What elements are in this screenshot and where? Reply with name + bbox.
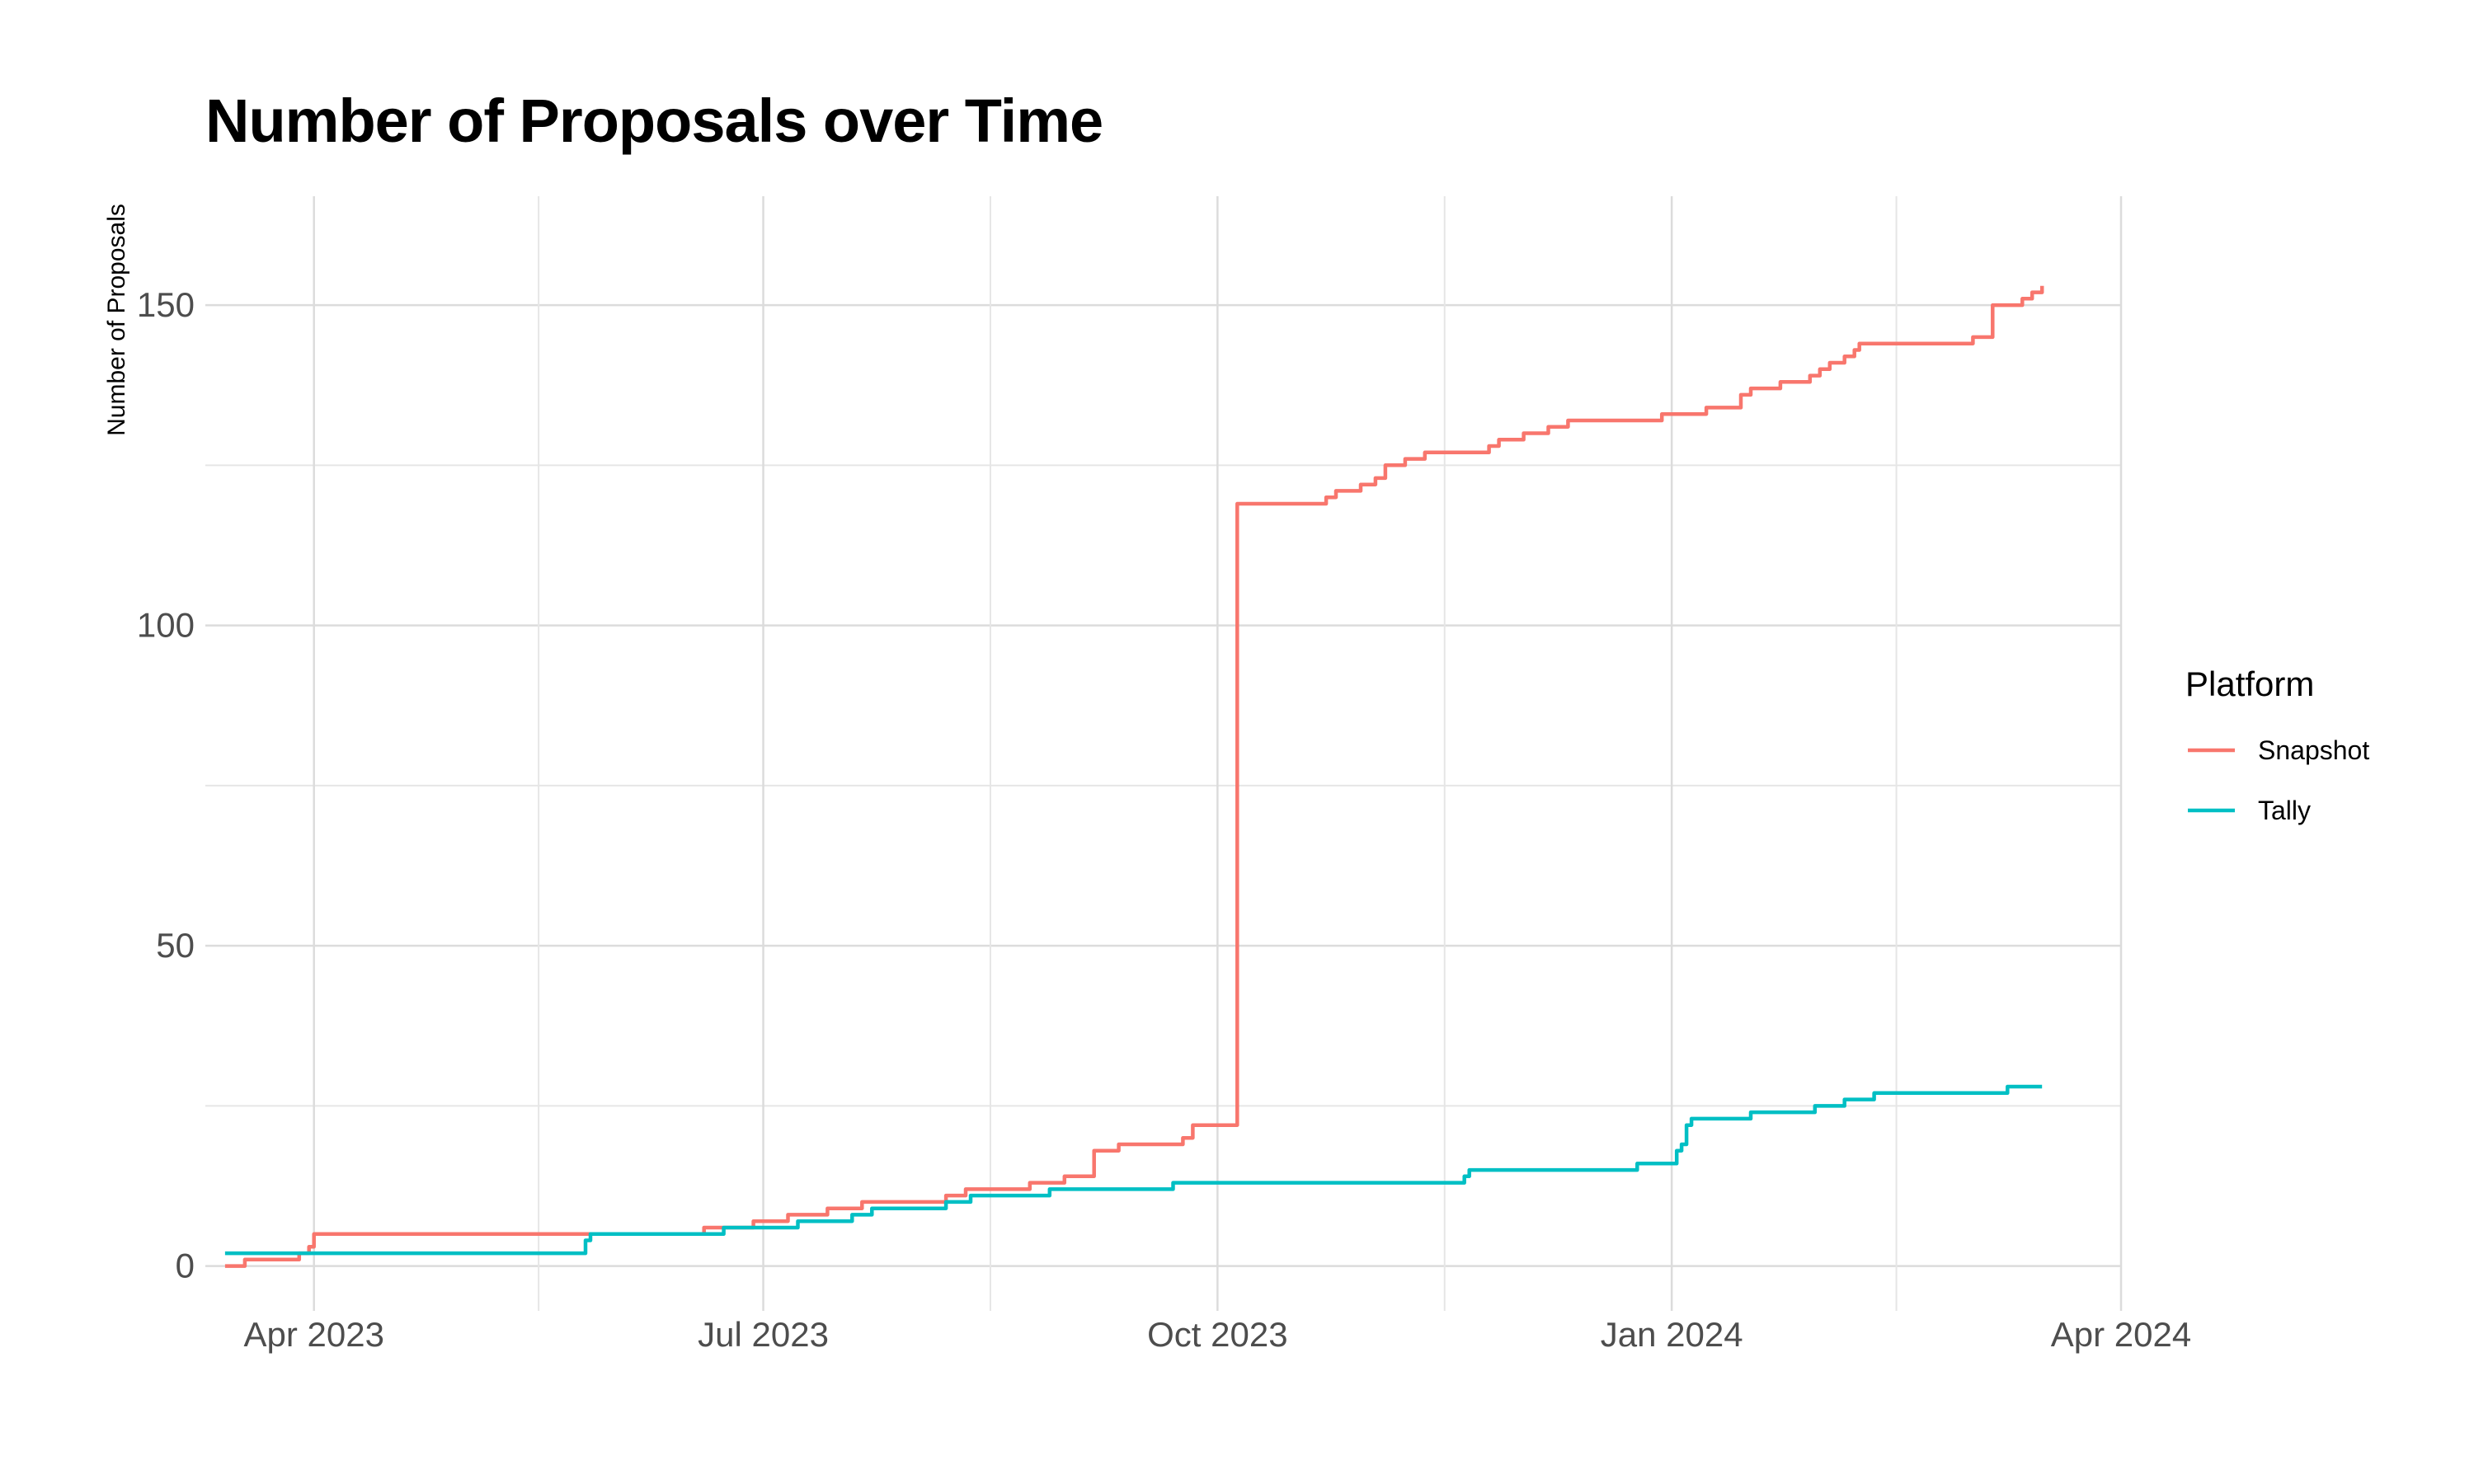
series-layer xyxy=(224,285,2044,1268)
legend-label: Tally xyxy=(2258,796,2311,825)
x-tick-label: Oct 2023 xyxy=(1147,1315,1287,1354)
legend-label: Snapshot xyxy=(2258,735,2369,765)
legend-title: Platform xyxy=(2185,665,2314,703)
x-tick-label: Jan 2024 xyxy=(1601,1315,1743,1354)
x-tick-labels: Apr 2023 Jul 2023 Oct 2023 Jan 2024 Apr 2024 xyxy=(243,1315,2191,1354)
y-tick-label: 150 xyxy=(137,285,195,324)
x-tick-label: Apr 2023 xyxy=(243,1315,383,1354)
legend-items: Snapshot Tally xyxy=(2188,735,2369,825)
series-line-snapshot xyxy=(224,285,2044,1268)
legend-item-tally: Tally xyxy=(2188,796,2311,825)
legend-item-snapshot: Snapshot xyxy=(2188,735,2369,765)
grid-layer xyxy=(205,196,2123,1311)
series-line-tally xyxy=(224,1084,2043,1256)
y-tick-labels: 0 50 100 150 xyxy=(137,285,195,1285)
x-tick-label: Apr 2024 xyxy=(2051,1315,2191,1354)
x-tick-label: Jul 2023 xyxy=(698,1315,829,1354)
y-tick-label: 100 xyxy=(137,606,195,645)
y-axis-title: Number of Proposals xyxy=(103,204,130,436)
y-tick-label: 0 xyxy=(176,1247,195,1285)
legend: Platform Snapshot Tally xyxy=(2185,665,2369,825)
y-tick-label: 50 xyxy=(156,926,195,965)
chart-title: Number of Proposals over Time xyxy=(205,87,1103,155)
